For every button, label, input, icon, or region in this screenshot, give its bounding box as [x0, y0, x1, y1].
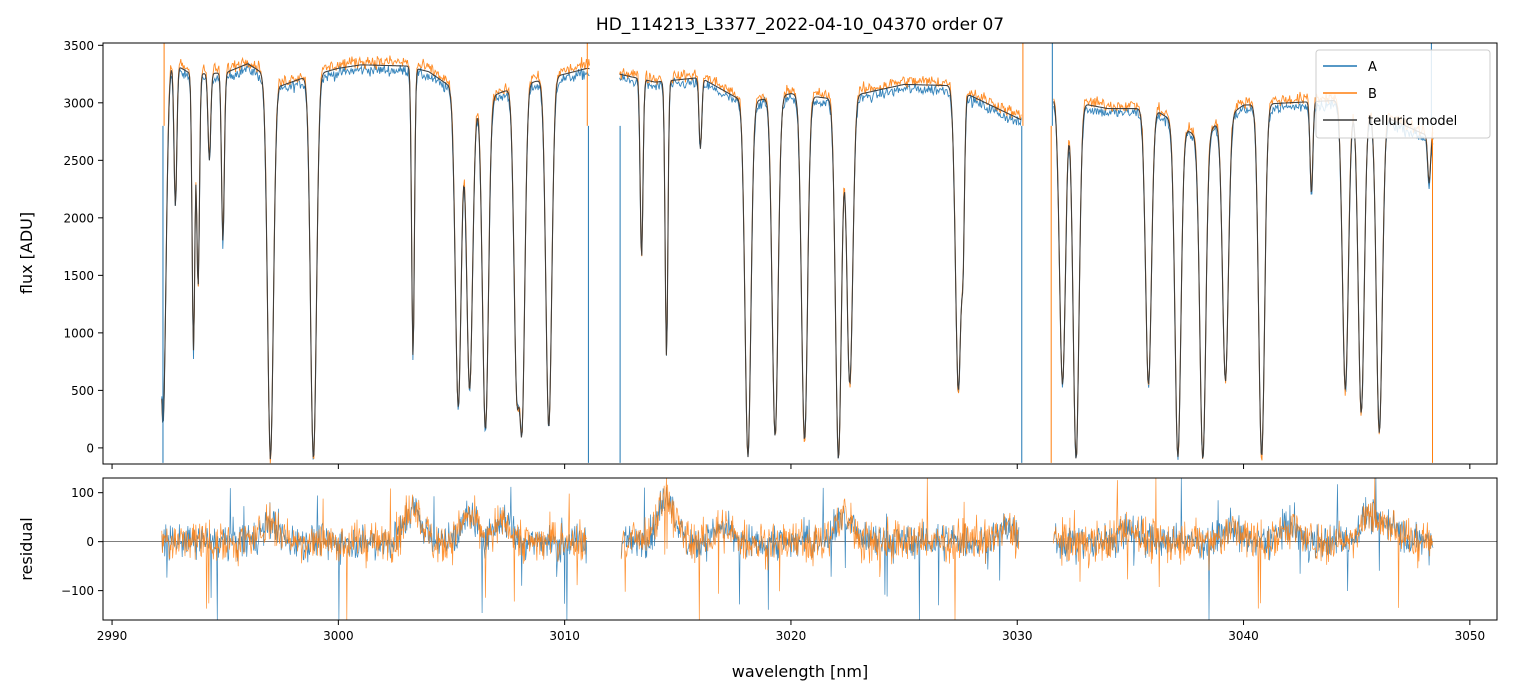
bottom-xtick-label-4: 3030 [1002, 629, 1033, 643]
chart-title: HD_114213_L3377_2022-04-10_04370 order 0… [596, 15, 1004, 35]
top-ytick-label-4: 2000 [63, 211, 94, 225]
bottom-xtick-label-6: 3050 [1455, 629, 1486, 643]
bottom-xtick-label-0: 2990 [97, 629, 128, 643]
top-ytick-label-6: 3000 [63, 96, 94, 110]
legend: A B telluric model [1315, 49, 1491, 139]
bottom-axes-frame [102, 477, 1498, 621]
top-panel: 0 500 1000 1500 2000 2500 3000 3500 flux [ADU] [17, 39, 1498, 469]
legend-box [1315, 49, 1491, 139]
bottom-ytick-label-0: −100 [61, 584, 94, 598]
bottom-xtick-label-3: 3020 [776, 629, 807, 643]
residual-line-b [161, 478, 1434, 620]
bottom-plot-area [103, 478, 1497, 620]
legend-label-b: B [1368, 87, 1377, 102]
top-tick-group: 0 500 1000 1500 2000 2500 3000 3500 [63, 39, 1471, 469]
bottom-ytick-label-2: 100 [71, 486, 94, 500]
top-plot-area [161, 43, 1434, 464]
bottom-ylabel: residual [17, 517, 36, 580]
legend-label-a: A [1368, 60, 1377, 75]
bottom-tick-group: 2990 3000 3010 3020 3030 3040 3050 −100 0 100 [61, 486, 1485, 643]
top-ytick-label-1: 500 [71, 384, 94, 398]
bottom-xlabel: wavelength [nm] [732, 662, 869, 681]
bottom-xtick-label-5: 3040 [1228, 629, 1259, 643]
bottom-panel: 2990 3000 3010 3020 3030 3040 3050 −100 0 100 res… [17, 477, 1498, 681]
top-ytick-label-0: 0 [86, 441, 94, 455]
top-ytick-label-5: 2500 [63, 154, 94, 168]
bottom-xtick-label-2: 3010 [549, 629, 580, 643]
top-ylabel: flux [ADU] [17, 212, 36, 294]
bottom-xtick-label-1: 3000 [323, 629, 354, 643]
top-ytick-label-7: 3500 [63, 39, 94, 53]
top-ytick-label-2: 1000 [63, 326, 94, 340]
legend-label-telluric: telluric model [1368, 114, 1457, 129]
bottom-ytick-label-1: 0 [86, 535, 94, 549]
top-ytick-label-3: 1500 [63, 269, 94, 283]
top-axes-frame [102, 42, 1498, 465]
